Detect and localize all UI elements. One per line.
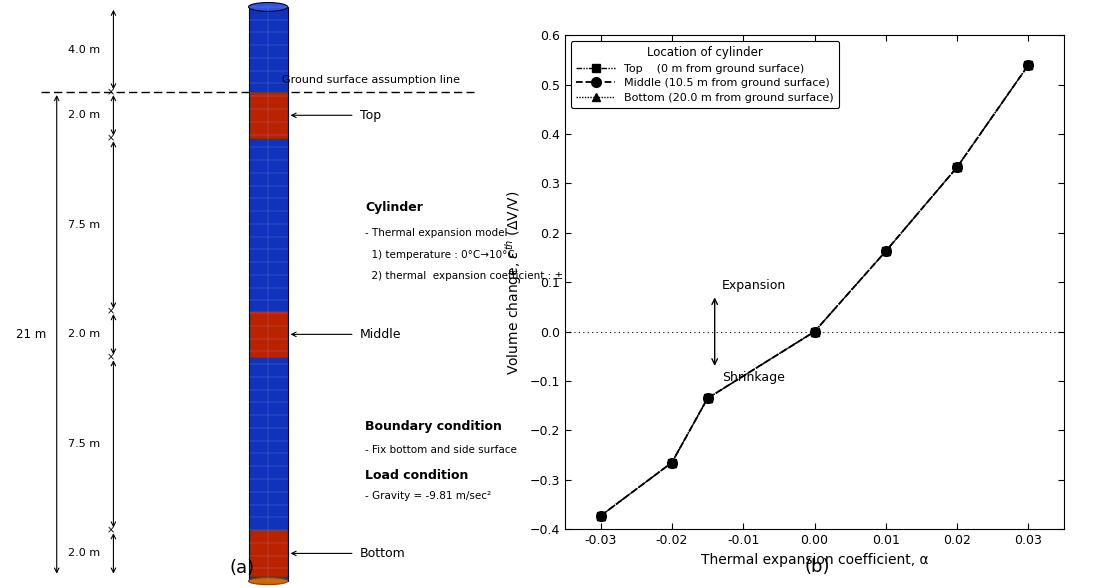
Bottom (20.0 m from ground surface) (595, 512, 608, 519)
Top    (0 m from ground surface) (950, 163, 963, 171)
Text: Shrinkage: Shrinkage (722, 371, 784, 384)
Ellipse shape (249, 2, 287, 11)
Top    (0 m from ground surface) (880, 248, 893, 255)
Top    (0 m from ground surface) (1022, 61, 1036, 68)
Top    (0 m from ground surface) (701, 395, 714, 402)
Text: 7.5 m: 7.5 m (68, 439, 101, 449)
Top    (0 m from ground surface) (666, 459, 679, 466)
Middle (10.5 m from ground surface) (701, 395, 714, 402)
Y-axis label: Volume change, $\varepsilon^{th}$ ($\Delta$V/V): Volume change, $\varepsilon^{th}$ ($\Del… (504, 190, 524, 375)
Text: ×: × (106, 352, 115, 362)
Text: Ground surface assumption line: Ground surface assumption line (282, 75, 461, 85)
Text: - Gravity = -9.81 m/sec²: - Gravity = -9.81 m/sec² (365, 491, 491, 501)
Bottom (20.0 m from ground surface) (701, 395, 714, 402)
Text: ×: × (106, 306, 115, 316)
Text: Top: Top (360, 109, 381, 122)
Middle (10.5 m from ground surface) (950, 163, 963, 171)
Text: (b): (b) (804, 558, 830, 576)
Text: 2.0 m: 2.0 m (68, 549, 101, 559)
Text: 2.0 m: 2.0 m (68, 111, 101, 121)
Bar (249, 530, 286, 576)
Text: 21 m: 21 m (16, 328, 46, 341)
Text: 4.0 m: 4.0 m (68, 45, 101, 55)
Middle (10.5 m from ground surface) (807, 328, 821, 335)
Text: Bottom: Bottom (360, 547, 406, 560)
Middle (10.5 m from ground surface) (595, 512, 608, 519)
Bar (249, 92, 286, 138)
Text: (a): (a) (229, 559, 255, 577)
Text: 1) temperature : 0°C→10°C: 1) temperature : 0°C→10°C (365, 249, 514, 259)
Bar (249, 7, 287, 581)
Top    (0 m from ground surface) (595, 512, 608, 519)
Top    (0 m from ground surface) (807, 328, 821, 335)
Text: ×: × (106, 133, 115, 143)
Text: 7.5 m: 7.5 m (68, 220, 101, 230)
Text: - Fix bottom and side surface: - Fix bottom and side surface (365, 445, 517, 455)
Text: - Thermal expansion model: - Thermal expansion model (365, 228, 508, 238)
Middle (10.5 m from ground surface) (1022, 61, 1036, 68)
X-axis label: Thermal expansion coefficient, α: Thermal expansion coefficient, α (701, 553, 928, 567)
Bottom (20.0 m from ground surface) (1022, 61, 1036, 68)
Bar (249, 311, 286, 358)
Bottom (20.0 m from ground surface) (880, 248, 893, 255)
Bottom (20.0 m from ground surface) (666, 459, 679, 466)
Ellipse shape (249, 577, 287, 584)
Text: Middle: Middle (360, 328, 402, 341)
Text: ×: × (106, 87, 115, 97)
Text: 2.0 m: 2.0 m (68, 329, 101, 339)
Line: Middle (10.5 m from ground surface): Middle (10.5 m from ground surface) (596, 60, 1033, 521)
Middle (10.5 m from ground surface) (880, 248, 893, 255)
Text: Cylinder: Cylinder (365, 201, 423, 214)
Text: 2) thermal  expansion coefficient : ± 0.1, 0.2, 0.3: 2) thermal expansion coefficient : ± 0.1… (365, 270, 630, 280)
Text: Expansion: Expansion (722, 279, 787, 292)
Bottom (20.0 m from ground surface) (807, 328, 821, 335)
Line: Bottom (20.0 m from ground surface): Bottom (20.0 m from ground surface) (597, 61, 1032, 520)
Text: ×: × (106, 525, 115, 535)
Line: Top    (0 m from ground surface): Top (0 m from ground surface) (597, 61, 1032, 520)
Text: Load condition: Load condition (365, 469, 468, 482)
Middle (10.5 m from ground surface) (666, 459, 679, 466)
Legend: Top    (0 m from ground surface), Middle (10.5 m from ground surface), Bottom (2: Top (0 m from ground surface), Middle (1… (570, 41, 839, 108)
Bottom (20.0 m from ground surface) (950, 163, 963, 171)
Text: Boundary condition: Boundary condition (365, 420, 502, 433)
